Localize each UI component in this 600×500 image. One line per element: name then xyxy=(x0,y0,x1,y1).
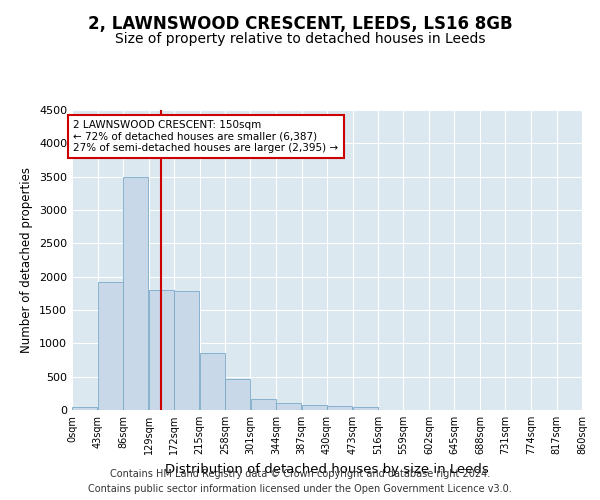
Text: 2, LAWNSWOOD CRESCENT, LEEDS, LS16 8GB: 2, LAWNSWOOD CRESCENT, LEEDS, LS16 8GB xyxy=(88,15,512,33)
Text: 2 LAWNSWOOD CRESCENT: 150sqm
← 72% of detached houses are smaller (6,387)
27% of: 2 LAWNSWOOD CRESCENT: 150sqm ← 72% of de… xyxy=(73,120,338,153)
Bar xyxy=(72,406,97,410)
X-axis label: Distribution of detached houses by size in Leeds: Distribution of detached houses by size … xyxy=(165,462,489,475)
Text: Size of property relative to detached houses in Leeds: Size of property relative to detached ho… xyxy=(115,32,485,46)
Text: Contains HM Land Registry data © Crown copyright and database right 2024.: Contains HM Land Registry data © Crown c… xyxy=(110,469,490,479)
Bar xyxy=(251,399,276,410)
Bar xyxy=(98,282,123,410)
Bar xyxy=(149,290,174,410)
Bar xyxy=(174,292,199,410)
Bar xyxy=(327,406,352,410)
Bar xyxy=(302,404,327,410)
Bar xyxy=(353,408,378,410)
Bar xyxy=(123,176,148,410)
Y-axis label: Number of detached properties: Number of detached properties xyxy=(20,167,34,353)
Text: Contains public sector information licensed under the Open Government Licence v3: Contains public sector information licen… xyxy=(88,484,512,494)
Bar xyxy=(200,354,225,410)
Bar xyxy=(225,380,250,410)
Bar xyxy=(276,404,301,410)
